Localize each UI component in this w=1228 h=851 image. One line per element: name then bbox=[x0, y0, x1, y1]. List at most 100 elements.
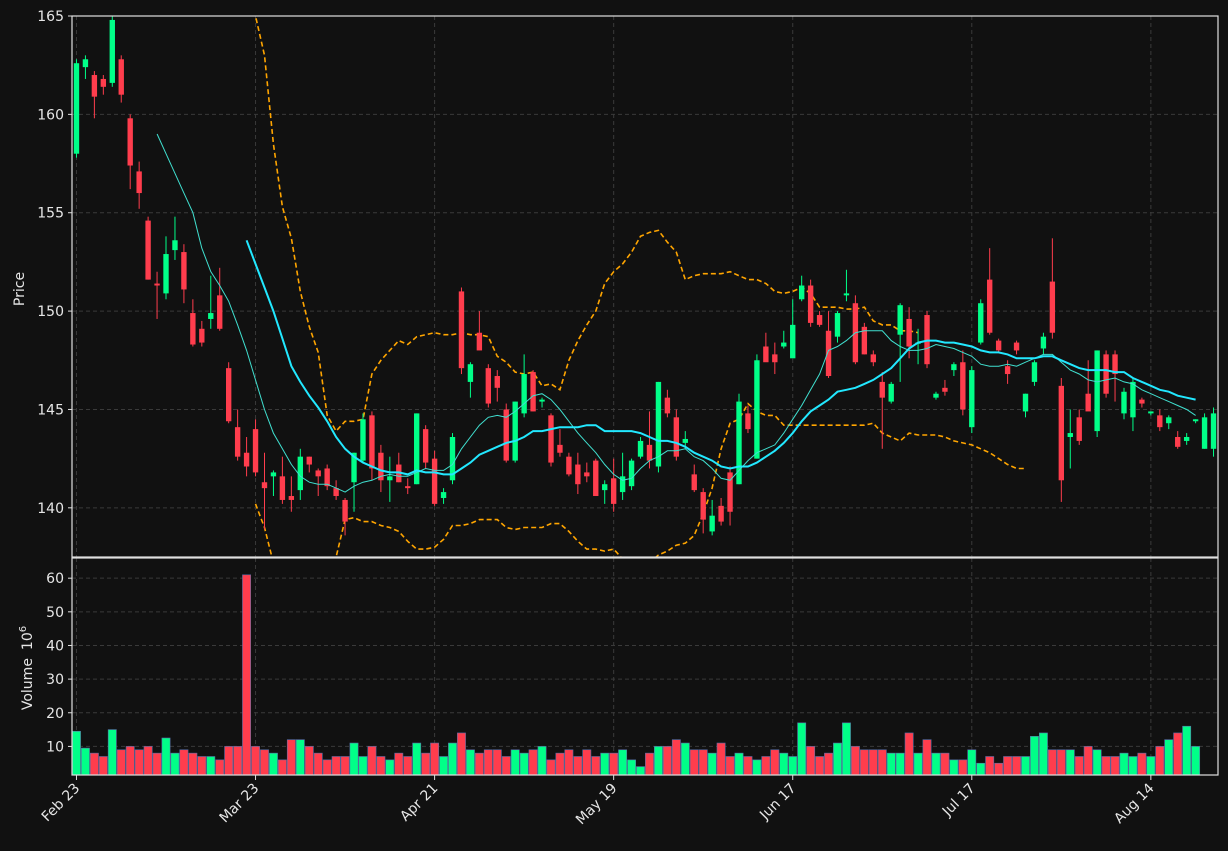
candle-body-up bbox=[449, 436, 456, 481]
volume-bar bbox=[1119, 752, 1129, 775]
volume-bar bbox=[1083, 746, 1093, 775]
candle-body-up bbox=[978, 303, 984, 343]
volume-bar bbox=[474, 752, 484, 775]
candle-body-down bbox=[995, 340, 1002, 351]
candle-body-down bbox=[987, 279, 993, 333]
volume-bar bbox=[1155, 746, 1165, 775]
volume-bar bbox=[421, 752, 431, 775]
candle-body-up bbox=[933, 393, 939, 398]
volume-bar bbox=[304, 746, 314, 775]
volume-bar bbox=[465, 749, 475, 775]
volume-bar bbox=[671, 739, 681, 775]
candle-body-down bbox=[825, 330, 832, 377]
volume-bar bbox=[680, 742, 690, 775]
price-tick-label: 165 bbox=[37, 9, 64, 25]
volume-bar bbox=[340, 756, 350, 775]
volume-bar bbox=[627, 759, 636, 775]
volume-bar bbox=[555, 752, 565, 775]
volume-bar bbox=[492, 749, 502, 775]
candle-body-up bbox=[521, 374, 527, 414]
candle-body-up bbox=[270, 472, 277, 477]
volume-bar bbox=[806, 746, 816, 775]
candle-body-up bbox=[897, 305, 903, 335]
candle-body-up bbox=[73, 63, 80, 154]
volume-panel-frame bbox=[71, 557, 1219, 776]
candle-body-down bbox=[1112, 354, 1118, 375]
volume-bar bbox=[161, 737, 171, 775]
candle-body-down bbox=[306, 456, 312, 465]
volume-tick-label: 60 bbox=[46, 571, 64, 587]
volume-bar bbox=[430, 742, 440, 775]
candle-body-up bbox=[843, 293, 850, 296]
candle-body-down bbox=[584, 472, 590, 477]
volume-axis-label-base: 10 bbox=[20, 632, 36, 650]
candle-body-up bbox=[1040, 336, 1047, 349]
volume-bar bbox=[215, 759, 225, 775]
volume-bar bbox=[197, 756, 207, 775]
volume-axis-label: Volume 106 bbox=[18, 626, 36, 710]
candle-body-down bbox=[700, 492, 706, 520]
candle-body-up bbox=[1031, 362, 1038, 382]
candle-body-down bbox=[763, 346, 769, 363]
candle-body-down bbox=[405, 486, 411, 489]
volume-bar bbox=[143, 746, 153, 775]
volume-bar bbox=[107, 729, 117, 775]
candle-body-down bbox=[243, 452, 250, 467]
candle-body-up bbox=[172, 240, 178, 251]
candle-body-down bbox=[807, 285, 814, 323]
volume-bar bbox=[1003, 756, 1013, 775]
volume-gridlines bbox=[72, 558, 1218, 775]
candle-body-down bbox=[1085, 393, 1091, 412]
candle-body-down bbox=[252, 429, 259, 473]
candle-body-down bbox=[422, 429, 429, 463]
candle-body-down bbox=[548, 415, 554, 463]
candle-body-down bbox=[646, 444, 653, 461]
candle-body-down bbox=[816, 315, 823, 325]
candle-body-down bbox=[458, 291, 465, 369]
candle-body-down bbox=[342, 499, 348, 522]
candle-body-up bbox=[1166, 417, 1172, 424]
candle-body-down bbox=[772, 354, 778, 363]
candle-body-down bbox=[718, 505, 724, 522]
candle-body-up bbox=[888, 383, 894, 402]
volume-bar bbox=[815, 756, 825, 775]
candle-body-down bbox=[288, 496, 295, 500]
candle-body-down bbox=[879, 381, 885, 398]
volume-bar bbox=[645, 752, 654, 775]
volume-bar bbox=[331, 756, 341, 775]
candle-body-down bbox=[1175, 436, 1181, 447]
volume-bar bbox=[824, 752, 833, 775]
candle-body-up bbox=[467, 364, 474, 382]
volume-bar bbox=[367, 746, 377, 775]
volume-bar bbox=[501, 756, 511, 775]
candle-body-down bbox=[664, 397, 671, 414]
volume-axis-label-power: 6 bbox=[18, 626, 29, 632]
volume-tick-label: 50 bbox=[46, 605, 64, 621]
candle-body-down bbox=[118, 59, 124, 95]
candle-body-down bbox=[1049, 281, 1056, 333]
volume-bar bbox=[483, 749, 493, 775]
volume-bar bbox=[573, 756, 583, 775]
volume-bar bbox=[1012, 756, 1021, 775]
volume-bar bbox=[170, 752, 180, 775]
volume-bar bbox=[206, 756, 216, 775]
volume-bar bbox=[600, 752, 610, 775]
price-tick-label: 160 bbox=[37, 107, 64, 123]
volume-bar bbox=[779, 752, 789, 775]
volume-tick-label: 10 bbox=[46, 739, 64, 755]
volume-bar bbox=[537, 746, 547, 775]
volume-bar bbox=[725, 756, 735, 775]
volume-bar bbox=[1092, 749, 1102, 775]
candle-body-down bbox=[530, 372, 536, 412]
candle-body-up bbox=[1192, 419, 1199, 422]
price-tick-label: 155 bbox=[37, 206, 64, 222]
volume-bar bbox=[116, 749, 126, 775]
volume-bar bbox=[295, 739, 305, 775]
candle-body-down bbox=[369, 415, 375, 469]
volume-bar bbox=[528, 749, 538, 775]
candle-body-down bbox=[566, 456, 572, 475]
volume-bar bbox=[448, 742, 457, 775]
candle-body-down bbox=[870, 354, 876, 363]
candle-body-up bbox=[655, 381, 662, 467]
volume-bar bbox=[743, 756, 753, 775]
